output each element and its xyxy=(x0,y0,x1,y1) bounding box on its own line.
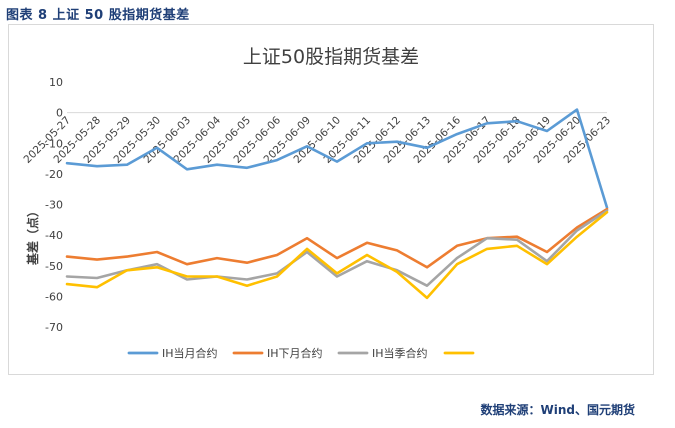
basis-line-chart: 上证50股指期货基差 基差（点） 10 0 -10 -20 -30 -40 -50 -60 -7… xyxy=(21,46,613,360)
legend-label: IH当季合约 xyxy=(372,346,428,360)
y-tick-label: -60 xyxy=(45,290,63,303)
y-tick-label: 10 xyxy=(49,76,63,89)
y-axis-label: 基差（点） xyxy=(25,205,40,266)
legend-label: IH当月合约 xyxy=(162,346,218,360)
y-tick-label: -20 xyxy=(45,168,63,181)
series-line-2 xyxy=(65,207,609,269)
y-tick-label: 0 xyxy=(56,107,63,120)
data-source: 数据来源：Wind、国元期货 xyxy=(480,403,635,417)
legend-label: IH下月合约 xyxy=(267,346,323,360)
y-tick-label: -30 xyxy=(45,199,63,212)
series-line-3 xyxy=(65,209,609,288)
figure-caption: 图表 8 上证 50 股指期货基差 xyxy=(6,8,190,23)
series-line-4 xyxy=(65,210,609,300)
y-tick-label: -10 xyxy=(45,137,63,150)
chart-container: 上证50股指期货基差 基差（点） 10 0 -10 -20 -30 -40 -50 -60 -7… xyxy=(8,24,654,375)
y-tick-label: -70 xyxy=(45,321,63,334)
y-tick-label: -50 xyxy=(45,260,63,273)
chart-title: 上证50股指期货基差 xyxy=(243,46,419,68)
series-line-1 xyxy=(65,108,609,209)
y-tick-label: -40 xyxy=(45,229,63,242)
